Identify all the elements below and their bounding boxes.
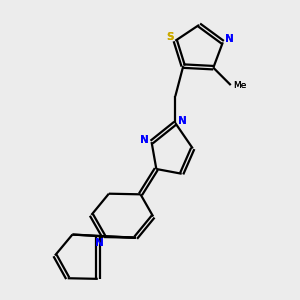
- Text: N: N: [225, 34, 233, 44]
- Text: N: N: [140, 135, 149, 145]
- Text: N: N: [95, 238, 104, 248]
- Text: N: N: [140, 135, 149, 145]
- Text: N: N: [225, 34, 233, 44]
- Text: N: N: [95, 238, 104, 248]
- Text: N: N: [178, 116, 187, 126]
- Text: Me: Me: [233, 81, 247, 90]
- Text: Me: Me: [233, 81, 247, 90]
- Text: S: S: [166, 32, 173, 42]
- Text: S: S: [166, 32, 173, 42]
- Text: N: N: [178, 116, 187, 126]
